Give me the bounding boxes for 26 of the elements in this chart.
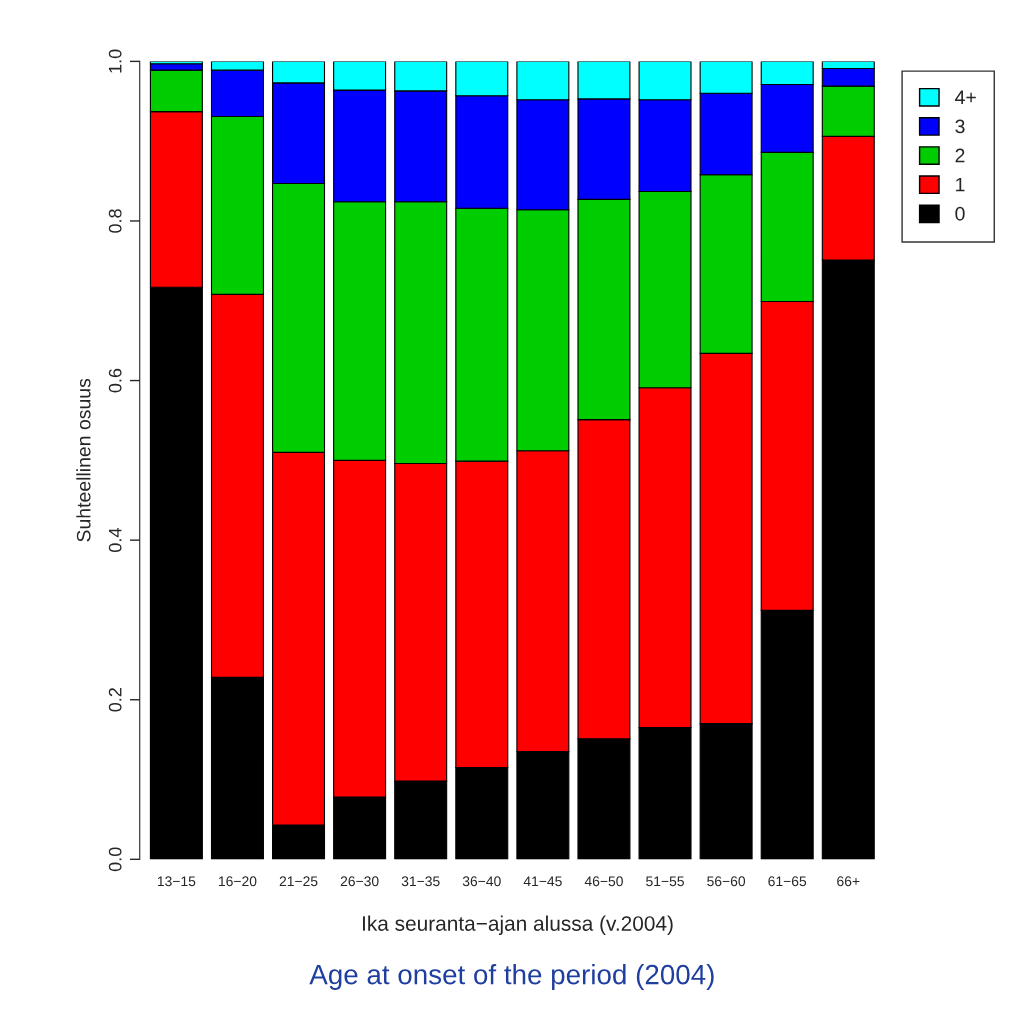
- x-tick-label: 16−20: [219, 876, 257, 887]
- x-tick-label: 66+: [837, 876, 860, 887]
- y-tick-label: 0.8: [108, 209, 122, 233]
- x-tick-label: 61−65: [768, 876, 807, 887]
- legend-label: 4+: [955, 90, 976, 104]
- y-tick-label: 0.2: [108, 688, 122, 712]
- legend-label: 0: [955, 206, 965, 221]
- legend-label: 3: [955, 119, 965, 134]
- text: Age at onset of the period (2004): [309, 964, 714, 990]
- x-tick-label: 21−25: [279, 876, 318, 887]
- y-tick-label: 0.6: [108, 368, 122, 393]
- y-axis-title: Suhteellinen osuus: [76, 378, 91, 542]
- x-tick-label: 51−55: [646, 876, 684, 887]
- x-tick-label: 56−60: [707, 876, 746, 887]
- legend-label: 1: [956, 177, 965, 192]
- y-tick-label: 0.0: [108, 847, 122, 872]
- x-tick-label: 13−15: [157, 876, 196, 887]
- legend-label: 2: [955, 148, 965, 163]
- y-tick-label: 1.0: [108, 49, 122, 73]
- x-tick-label: 36−40: [462, 876, 501, 887]
- x-tick-label: 31−35: [401, 876, 440, 887]
- x-tick-label: 26−30: [340, 876, 379, 887]
- y-tick-label: 0.4: [108, 528, 122, 552]
- x-axis-title: Ika seuranta−ajan alussa (v.2004): [362, 915, 673, 936]
- x-tick-label: 41−45: [523, 876, 562, 887]
- x-tick-label: 46−50: [584, 876, 623, 887]
